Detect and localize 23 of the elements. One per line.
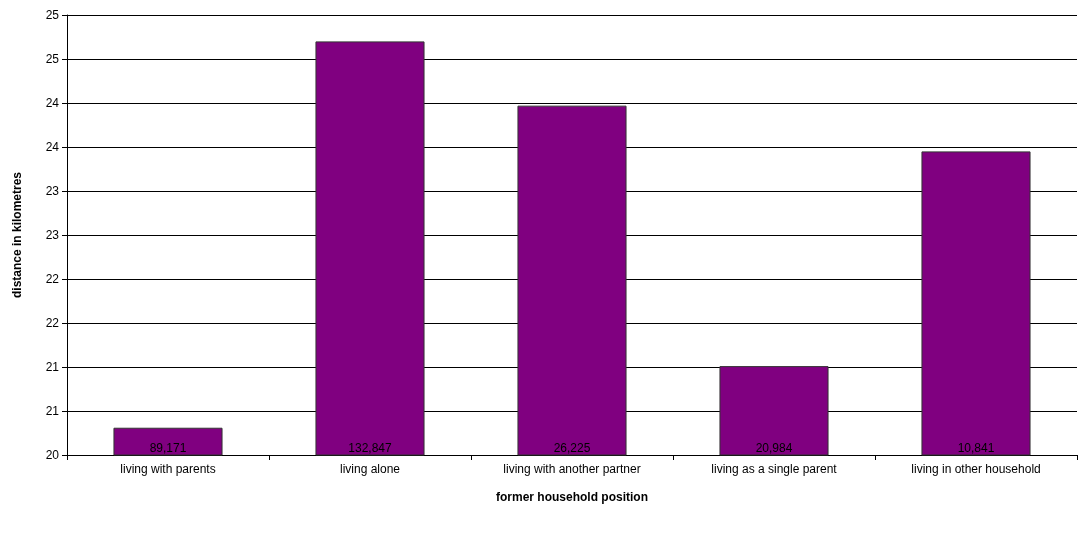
y-tick-label: 23 bbox=[45, 228, 60, 242]
y-tick-label: 24 bbox=[45, 96, 60, 110]
x-tick-label: living with parents bbox=[120, 462, 216, 476]
x-tick-label: living in other household bbox=[911, 462, 1041, 476]
y-tick-label: 23 bbox=[45, 184, 60, 198]
annotation: 89,171 bbox=[149, 441, 187, 455]
y-tick-label: 20 bbox=[45, 448, 60, 462]
y-tick-label: 25 bbox=[45, 52, 60, 66]
y-tick-label: 21 bbox=[45, 360, 60, 374]
y-tick-label: 25 bbox=[45, 8, 60, 22]
x-axis-title: former household position bbox=[496, 490, 648, 504]
annotation: 132,847 bbox=[348, 441, 393, 455]
y-tick-label: 24 bbox=[45, 140, 60, 154]
x-tick-label: living as a single parent bbox=[711, 462, 838, 476]
y-tick-label: 22 bbox=[45, 272, 60, 286]
y-tick-label: 21 bbox=[45, 404, 60, 418]
y-axis-title: distance in kilometres bbox=[10, 171, 24, 299]
annotation: 26,225 bbox=[553, 441, 591, 455]
x-tick-label: living with another partner bbox=[503, 462, 641, 476]
y-tick-label: 22 bbox=[45, 316, 60, 330]
annotation: 20,984 bbox=[755, 441, 793, 455]
annotation: 10,841 bbox=[957, 441, 995, 455]
x-tick-label: living alone bbox=[339, 462, 401, 476]
